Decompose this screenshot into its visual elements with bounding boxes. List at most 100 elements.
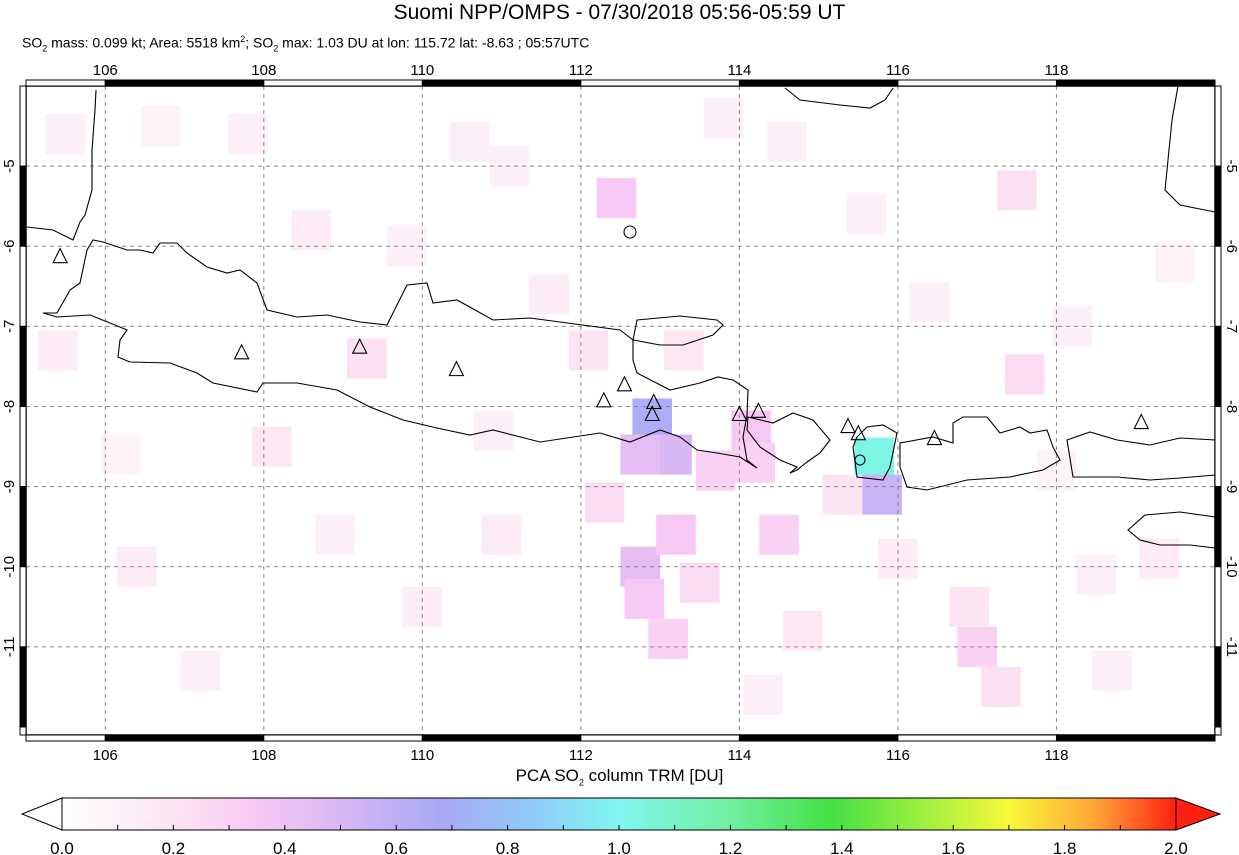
so2-cell — [568, 330, 609, 371]
frame-segment — [897, 79, 1057, 87]
volcano-triangle-icon — [750, 402, 767, 418]
frame-segment — [19, 566, 27, 648]
frame-segment — [1214, 165, 1222, 247]
frame-segment — [1055, 79, 1216, 87]
so2-cell — [1155, 242, 1196, 283]
frame-segment — [580, 734, 740, 742]
frame-segment — [19, 486, 27, 568]
coast-penida — [854, 454, 866, 466]
colorbar-max-arrow — [1175, 797, 1222, 831]
coast-bali — [746, 412, 831, 474]
so2-cell — [624, 578, 665, 619]
coast-flores — [1066, 431, 1216, 481]
frame-segment — [1214, 566, 1222, 648]
coast-islet — [623, 225, 637, 239]
volcano-triangle-icon — [448, 360, 465, 377]
lat-tick-left: -9 — [1, 480, 18, 493]
lon-tick-top: 116 — [886, 62, 910, 79]
volcano-triangle-icon — [52, 247, 68, 264]
so2-cell — [759, 514, 799, 555]
lat-tick-right: -7 — [1223, 320, 1239, 333]
colorbar-min-arrow — [20, 797, 63, 831]
frame-segment — [19, 726, 27, 736]
coast-java — [42, 239, 758, 469]
so2-cell — [909, 282, 950, 323]
frame-segment — [580, 79, 740, 87]
lat-tick-left: -6 — [1, 240, 18, 253]
so2-cell — [596, 178, 637, 219]
frame-segment — [19, 165, 27, 247]
so2-cell — [767, 122, 807, 163]
lat-tick-right: -5 — [1223, 159, 1239, 172]
so2-cell — [1092, 650, 1132, 691]
lon-tick-bottom: 114 — [727, 747, 751, 764]
volcano-triangle-icon — [1133, 413, 1150, 430]
so2-cell — [481, 514, 522, 555]
frame-segment — [1214, 245, 1222, 327]
so2-cell — [735, 442, 776, 483]
frame-segment — [19, 85, 27, 167]
so2-cell — [1004, 354, 1045, 395]
lat-tick-right: -8 — [1223, 400, 1239, 413]
volcano-triangle-icon — [731, 405, 748, 422]
frame-segment — [738, 79, 899, 87]
volcano-markers — [52, 247, 1150, 446]
lon-tick-bottom: 110 — [410, 747, 434, 764]
frame-segment — [1055, 734, 1216, 742]
colorbar-tick-label: 1.0 — [607, 839, 631, 855]
colorbar-tick-label: 0.6 — [384, 839, 408, 855]
volcano-triangle-icon — [595, 391, 612, 408]
lat-tick-right: -6 — [1223, 240, 1239, 253]
so2-cell — [291, 210, 332, 251]
lat-tick-left: -11 — [1, 637, 18, 658]
so2-cell — [846, 194, 887, 235]
frame-segment — [421, 79, 582, 87]
lat-tick-right: -10 — [1223, 556, 1239, 578]
colorbar-tick-label: 1.4 — [830, 839, 854, 855]
so2-cell — [648, 618, 688, 659]
frame-segment — [19, 325, 27, 407]
so2-cell — [782, 610, 823, 651]
frame-segment — [1214, 646, 1222, 728]
frame-segment — [19, 646, 27, 728]
colorbar-tick-label: 2.0 — [1164, 839, 1188, 855]
coast-borneo-east — [1164, 85, 1216, 213]
frame-segment — [104, 734, 265, 742]
lat-tick-left: -8 — [1, 400, 18, 413]
lon-tick-top: 108 — [251, 62, 276, 79]
lon-tick-bottom: 108 — [251, 747, 276, 764]
colorbar-tick-label: 0.2 — [162, 839, 186, 855]
frame-segment — [738, 734, 899, 742]
lat-tick-left: -10 — [1, 556, 18, 578]
volcano-triangle-icon — [840, 417, 856, 434]
frame-segment — [1214, 486, 1222, 568]
so2-cell — [981, 666, 1021, 707]
lat-tick-right: -9 — [1223, 480, 1239, 493]
coast-lombok — [852, 424, 898, 481]
axis-frame — [19, 79, 1222, 742]
colorbar-tick-label: 1.2 — [719, 839, 743, 855]
colorbar-title: PCA SO2 column TRM [DU] — [515, 766, 724, 788]
frame-segment — [263, 734, 423, 742]
lat-tick-left: -5 — [1, 159, 18, 172]
lon-tick-bottom: 112 — [569, 747, 593, 764]
volcano-triangle-icon — [926, 429, 943, 446]
so2-cell — [180, 650, 221, 691]
colorbar-tick-label: 1.6 — [941, 839, 965, 855]
so2-cell — [703, 98, 744, 139]
graticule — [26, 86, 1215, 735]
lon-tick-top: 118 — [1045, 62, 1069, 79]
so2-cell — [101, 434, 141, 475]
frame-segment — [1214, 726, 1222, 736]
frame-segment — [25, 734, 106, 742]
so2-cell — [45, 114, 86, 155]
frame-segment — [19, 245, 27, 327]
so2-cell — [664, 330, 704, 371]
so2-cell — [315, 514, 355, 555]
axis-ticks: 106 106 108 108 110 110 112 112 114 114 116 116 118 1… — [1, 62, 1239, 764]
volcano-triangle-icon — [850, 424, 867, 441]
lon-tick-bottom: 118 — [1045, 747, 1069, 764]
colorbar: 0.0 0.2 0.4 0.6 0.8 1.0 1.2 1.4 1.6 1.8 2.0 — [20, 797, 1222, 855]
coast-sumbawa — [899, 416, 1061, 491]
